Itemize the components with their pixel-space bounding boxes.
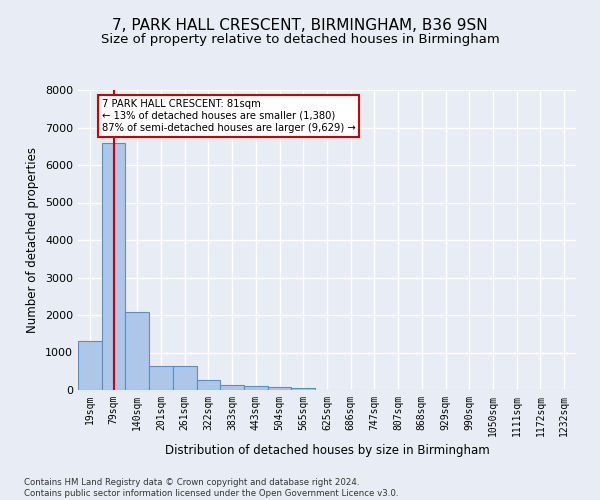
Bar (244, 386, 268, 390)
Bar (78, 341, 102, 390)
Y-axis label: Number of detached properties: Number of detached properties (26, 147, 40, 333)
Text: 7 PARK HALL CRESCENT: 81sqm
← 13% of detached houses are smaller (1,380)
87% of : 7 PARK HALL CRESCENT: 81sqm ← 13% of det… (102, 100, 355, 132)
Bar (125, 312, 149, 390)
Bar (149, 366, 173, 390)
Bar (173, 366, 197, 390)
Bar (268, 387, 292, 390)
Text: Contains HM Land Registry data © Crown copyright and database right 2024.
Contai: Contains HM Land Registry data © Crown c… (24, 478, 398, 498)
Bar (197, 380, 220, 390)
Text: 7, PARK HALL CRESCENT, BIRMINGHAM, B36 9SN: 7, PARK HALL CRESCENT, BIRMINGHAM, B36 9… (112, 18, 488, 32)
X-axis label: Distribution of detached houses by size in Birmingham: Distribution of detached houses by size … (164, 444, 490, 458)
Bar (292, 388, 315, 390)
Text: Size of property relative to detached houses in Birmingham: Size of property relative to detached ho… (101, 32, 499, 46)
Bar (220, 385, 244, 390)
Bar (102, 143, 125, 390)
